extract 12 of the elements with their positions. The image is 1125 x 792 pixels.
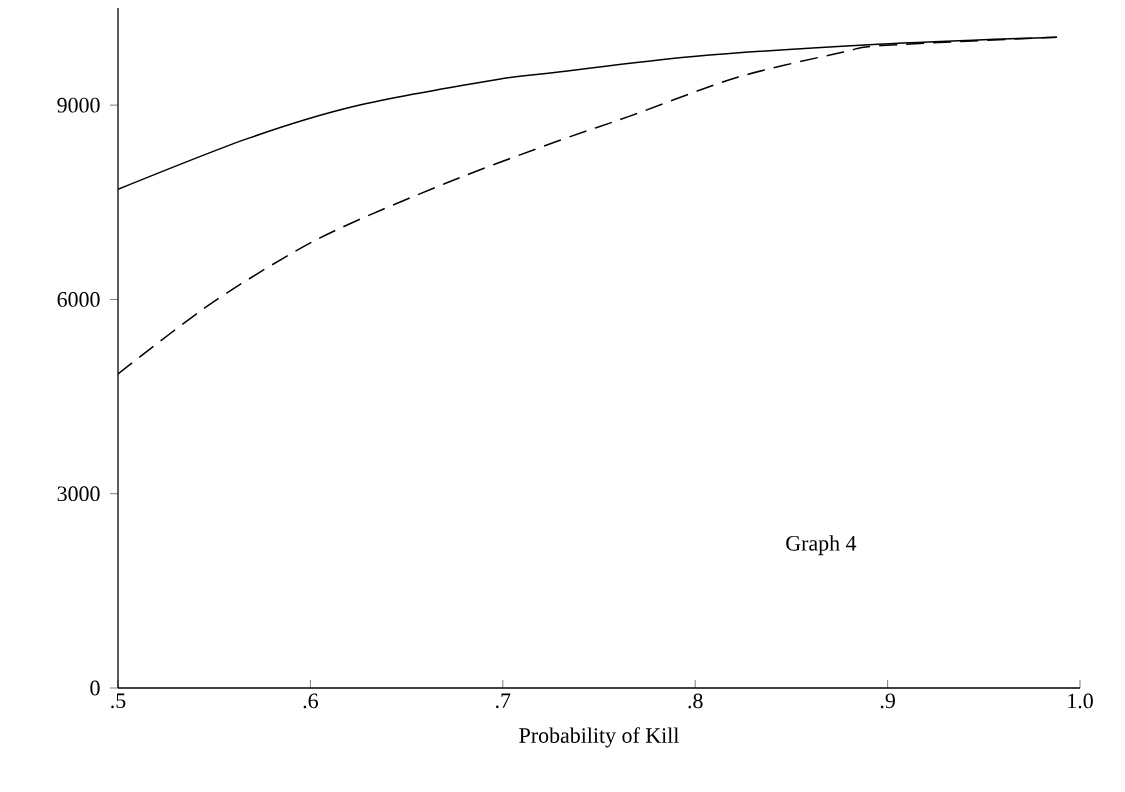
- annotation: Graph 4: [786, 535, 857, 556]
- x-tick-label: .9: [880, 693, 895, 709]
- x-axis-title: Probability of Kill: [519, 727, 679, 748]
- y-tick-label: 6000: [57, 292, 100, 307]
- y-tick-label: 0: [90, 680, 100, 696]
- x-tick-label: .5: [111, 693, 126, 709]
- x-tick-label: 1.0: [1068, 693, 1093, 709]
- x-tick-label: .6: [303, 693, 318, 709]
- y-tick-label: 3000: [57, 486, 100, 502]
- x-tick-label: .8: [688, 693, 703, 709]
- x-tick-label: .7: [496, 693, 511, 709]
- y-tick-label: 9000: [57, 97, 100, 113]
